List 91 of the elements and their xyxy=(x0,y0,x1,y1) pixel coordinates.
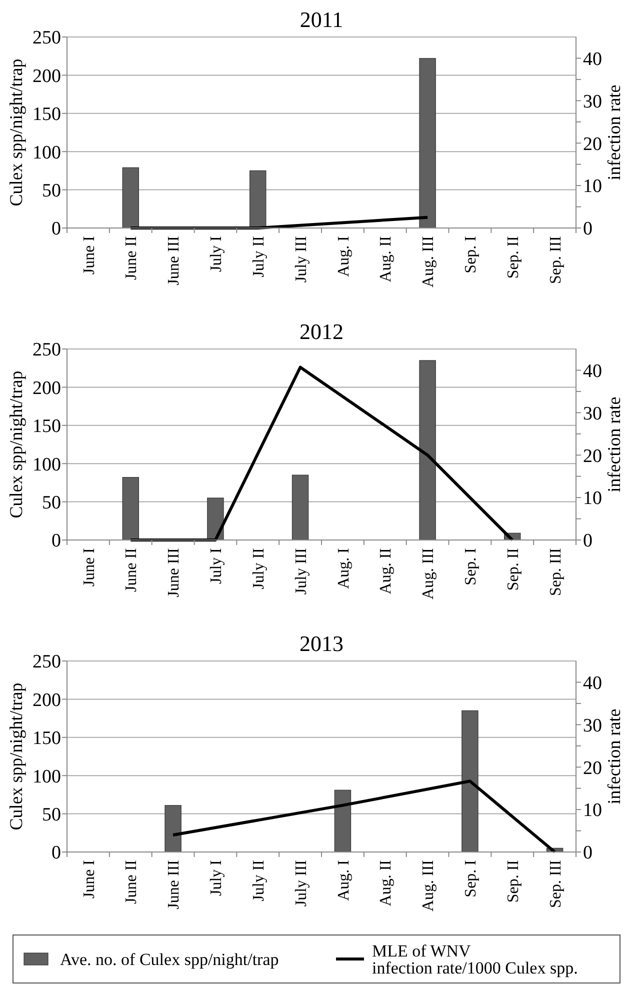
x-tick-label: June II xyxy=(123,236,140,280)
y2-tick-label: 0 xyxy=(583,530,592,552)
x-tick-label: June I xyxy=(80,860,98,899)
chart-title: 2013 xyxy=(300,631,344,656)
x-tick-label: Sep. III xyxy=(547,548,564,596)
y-tick-label: 100 xyxy=(32,454,61,476)
y-tick-label: 150 xyxy=(32,104,61,126)
x-tick-label: June I xyxy=(80,548,98,587)
y-axis-title: Culex spp/night/trap xyxy=(6,370,26,518)
y2-tick-label: 30 xyxy=(583,91,602,112)
y-tick-label: 50 xyxy=(42,492,61,514)
y2-tick-label: 20 xyxy=(583,134,602,155)
y-tick-label: 0 xyxy=(52,218,61,240)
x-tick-label: July II xyxy=(250,548,268,590)
y-tick-label: 150 xyxy=(32,416,61,438)
x-tick-label: July II xyxy=(250,236,268,278)
x-tick-label: June III xyxy=(166,860,183,910)
x-tick-label: Sep. II xyxy=(504,236,522,279)
x-tick-label: Aug. III xyxy=(420,548,438,600)
x-tick-label: June III xyxy=(166,548,183,598)
y2-tick-label: 40 xyxy=(583,48,602,70)
legend-label: Ave. no. of Culex spp/night/trap xyxy=(60,950,279,969)
x-tick-label: July III xyxy=(292,860,310,907)
x-tick-label: Sep. II xyxy=(504,548,522,591)
y-tick-label: 200 xyxy=(32,378,61,399)
x-tick-label: July II xyxy=(250,860,268,902)
bar xyxy=(164,805,182,852)
y2-tick-label: 10 xyxy=(583,800,602,822)
y2-tick-label: 20 xyxy=(583,446,602,467)
x-tick-label: June I xyxy=(80,236,98,275)
x-tick-label: Aug. I xyxy=(335,548,352,589)
x-tick-label: Aug. II xyxy=(378,236,395,282)
y-tick-label: 0 xyxy=(52,530,61,552)
x-tick-label: July III xyxy=(292,236,310,283)
bar xyxy=(334,790,352,852)
bar xyxy=(419,360,436,540)
y2-tick-label: 0 xyxy=(583,842,592,864)
y-tick-label: 100 xyxy=(32,766,61,788)
x-tick-label: June II xyxy=(123,860,140,904)
y-tick-label: 250 xyxy=(32,28,61,49)
x-tick-label: July III xyxy=(292,548,310,595)
y-axis-title: Culex spp/night/trap xyxy=(6,682,26,830)
x-tick-label: Sep. III xyxy=(547,236,564,284)
bar xyxy=(462,710,478,852)
x-tick-label: Sep. I xyxy=(462,860,480,898)
y-tick-label: 150 xyxy=(32,728,61,750)
x-tick-label: Aug. III xyxy=(420,860,438,912)
legend-label: MLE of WNV infection rate/1000 Culex spp. xyxy=(372,941,578,978)
bar xyxy=(122,167,139,228)
x-tick-label: July I xyxy=(208,236,226,272)
y2-axis-title: infection rate xyxy=(604,84,624,180)
y2-tick-label: 40 xyxy=(583,360,602,382)
bar xyxy=(207,498,224,540)
y2-axis-title: infection rate xyxy=(604,396,624,492)
y2-tick-label: 0 xyxy=(583,218,592,240)
line-series xyxy=(172,780,556,854)
bar xyxy=(122,477,139,540)
y-tick-label: 0 xyxy=(52,842,61,864)
y-tick-label: 250 xyxy=(32,340,61,361)
x-tick-label: July I xyxy=(208,860,226,896)
x-tick-label: Aug. I xyxy=(335,236,352,277)
x-tick-label: Sep. II xyxy=(504,860,522,903)
y-tick-label: 50 xyxy=(42,180,61,202)
y-tick-label: 200 xyxy=(32,66,61,87)
y-tick-label: 200 xyxy=(32,690,61,711)
bar xyxy=(292,474,309,540)
bar xyxy=(250,170,266,228)
x-tick-label: Sep. I xyxy=(462,548,480,586)
y-axis-title: Culex spp/night/trap xyxy=(6,58,26,206)
y2-tick-label: 10 xyxy=(583,176,602,198)
y2-axis-title: infection rate xyxy=(604,708,624,804)
y2-tick-label: 10 xyxy=(583,488,602,510)
bar xyxy=(419,58,436,228)
x-tick-label: Aug. III xyxy=(420,236,438,288)
x-tick-label: June II xyxy=(123,548,140,592)
y2-tick-label: 20 xyxy=(583,758,602,779)
y2-tick-label: 30 xyxy=(583,403,602,424)
x-tick-label: June III xyxy=(166,236,183,286)
y-tick-label: 250 xyxy=(32,652,61,673)
chart-title: 2012 xyxy=(300,319,344,344)
y-tick-label: 100 xyxy=(32,142,61,164)
y2-tick-label: 40 xyxy=(583,672,602,694)
y2-tick-label: 30 xyxy=(583,715,602,736)
x-tick-label: Sep. III xyxy=(547,860,564,908)
x-tick-label: July I xyxy=(208,548,226,584)
chart-title: 2011 xyxy=(300,7,344,32)
x-tick-label: Aug. I xyxy=(335,860,352,901)
x-tick-label: Sep. I xyxy=(462,236,480,274)
x-tick-label: Aug. II xyxy=(378,548,395,594)
y-tick-label: 50 xyxy=(42,804,61,826)
x-tick-label: Aug. II xyxy=(378,860,395,906)
